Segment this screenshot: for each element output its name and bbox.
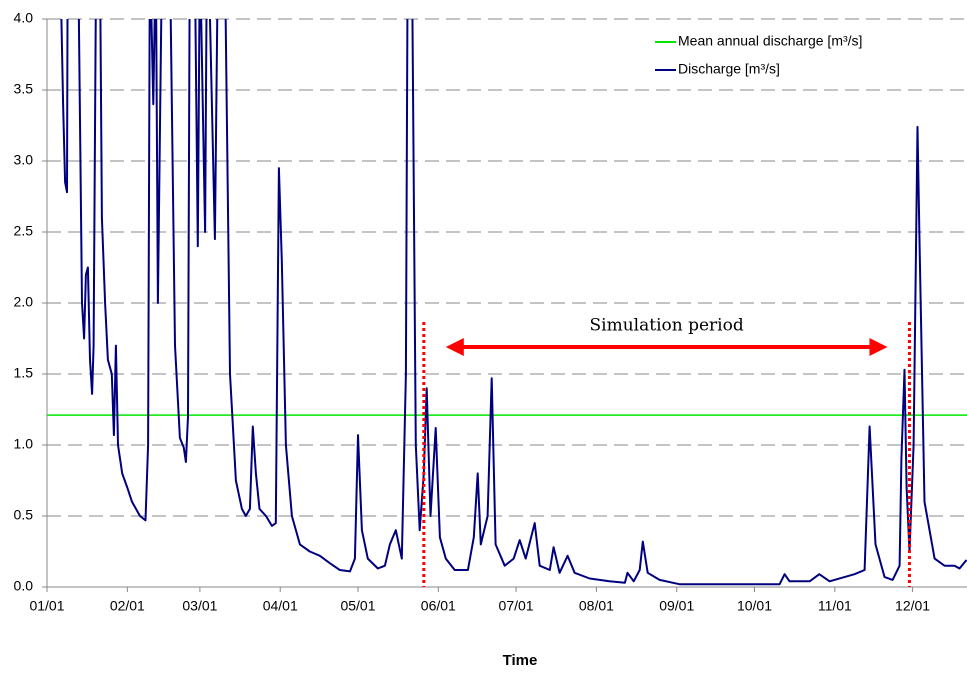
x-tick-label: 01/01 (29, 598, 64, 614)
y-tick-label: 1.0 (14, 436, 34, 452)
y-tick-label: 4.0 (14, 10, 34, 26)
x-tick-label: 04/01 (263, 598, 298, 614)
annotation-text: Simulation period (590, 316, 744, 336)
discharge-line (60, 19, 967, 586)
x-axis-label: Time (503, 652, 538, 669)
x-tick-label: 07/01 (499, 598, 534, 614)
arrow-head (869, 338, 888, 356)
x-tick-label: 02/01 (110, 598, 145, 614)
y-tick-label: 0.0 (14, 578, 34, 594)
x-tick-label: 11/01 (818, 598, 852, 614)
x-tick-label: 12/01 (895, 598, 930, 614)
y-tick-label: 3.5 (14, 81, 34, 97)
x-tick-label: 09/01 (659, 598, 694, 614)
y-tick-label: 3.0 (14, 152, 34, 168)
y-tick-label: 0.5 (14, 507, 34, 523)
plot-area (60, 19, 967, 586)
x-tick-label: 08/01 (579, 598, 614, 614)
arrow-head (445, 338, 464, 356)
x-tick-label: 06/01 (421, 598, 456, 614)
y-tick-label: 2.0 (14, 294, 34, 310)
legend-label: Discharge [m³/s] (678, 61, 780, 77)
x-tick-label: 10/01 (737, 598, 772, 614)
y-tick-label: 1.5 (14, 365, 34, 381)
legend-label: Mean annual discharge [m³/s] (678, 33, 862, 49)
x-tick-label: 03/01 (182, 598, 217, 614)
y-tick-label: 2.5 (14, 223, 34, 239)
x-tick-label: 05/01 (340, 598, 375, 614)
